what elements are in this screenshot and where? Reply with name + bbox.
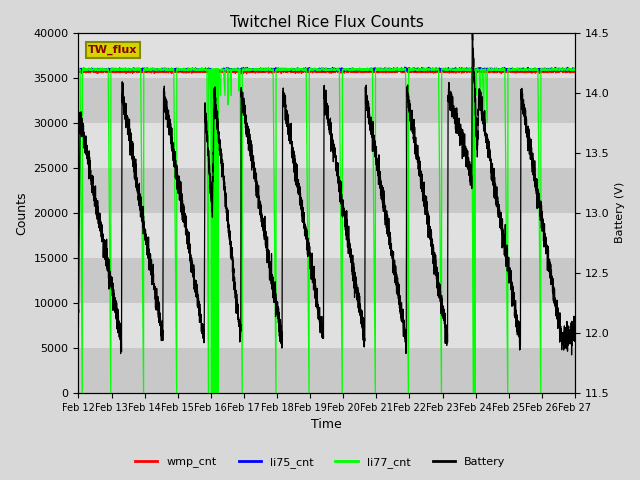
Bar xyxy=(79,78,575,123)
Bar xyxy=(79,258,575,303)
Legend: wmp_cnt, li75_cnt, li77_cnt, Battery: wmp_cnt, li75_cnt, li77_cnt, Battery xyxy=(131,452,509,472)
Bar xyxy=(79,123,575,168)
Y-axis label: Battery (V): Battery (V) xyxy=(615,182,625,243)
Bar xyxy=(79,348,575,393)
Y-axis label: Counts: Counts xyxy=(15,191,28,235)
Bar xyxy=(79,213,575,258)
Bar xyxy=(79,168,575,213)
Text: TW_flux: TW_flux xyxy=(88,45,138,56)
Bar xyxy=(79,303,575,348)
Bar xyxy=(79,33,575,78)
X-axis label: Time: Time xyxy=(311,419,342,432)
Title: Twitchel Rice Flux Counts: Twitchel Rice Flux Counts xyxy=(230,15,424,30)
